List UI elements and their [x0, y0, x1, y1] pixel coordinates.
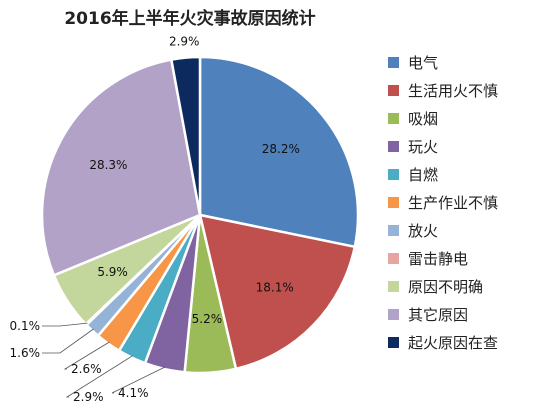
leader-line-3: [111, 366, 166, 394]
legend-item-1: 生活用火不慎: [388, 76, 498, 104]
legend-swatch-6: [388, 224, 399, 236]
legend-label-9: 其它原因: [408, 305, 469, 324]
legend-item-0: 电气: [388, 48, 498, 76]
legend-swatch-2: [388, 112, 399, 124]
slice-label-7: 0.1%: [10, 319, 41, 333]
legend-item-7: 雷击静电: [388, 244, 498, 272]
slice-label-10: 2.9%: [169, 35, 200, 49]
legend-item-9: 其它原因: [388, 300, 498, 328]
slice-label-8: 5.9%: [97, 265, 128, 279]
leader-line-4: [65, 355, 133, 398]
slice-label-2: 5.2%: [192, 312, 223, 326]
legend-label-2: 吸烟: [408, 109, 439, 128]
pie-slice-0: [198, 55, 360, 249]
legend-label-6: 放火: [408, 221, 439, 240]
legend-swatch-9: [388, 308, 399, 320]
legend-item-3: 玩火: [388, 132, 498, 160]
slice-label-1: 18.1%: [256, 281, 294, 295]
legend-swatch-7: [388, 252, 399, 264]
legend-swatch-1: [388, 84, 399, 96]
legend-item-10: 起火原因在查: [388, 328, 498, 356]
legend-swatch-4: [388, 168, 399, 180]
legend-label-1: 生活用火不慎: [408, 81, 499, 100]
slice-label-0: 28.2%: [262, 142, 300, 156]
legend-swatch-0: [388, 56, 399, 68]
legend-label-4: 自燃: [408, 165, 439, 184]
slice-label-6: 1.6%: [10, 346, 41, 360]
legend-item-8: 原因不明确: [388, 272, 498, 300]
leader-line-7: [42, 322, 88, 327]
slice-label-3: 4.1%: [118, 386, 149, 400]
leader-line-6: [42, 328, 94, 354]
legend-label-10: 起火原因在查: [408, 333, 499, 352]
legend-label-0: 电气: [408, 53, 439, 72]
legend-label-7: 雷击静电: [408, 249, 469, 268]
legend-swatch-5: [388, 196, 399, 208]
legend-label-8: 原因不明确: [408, 277, 484, 296]
legend-item-5: 生产作业不慎: [388, 188, 498, 216]
pie-slice-1: [198, 213, 357, 371]
slice-label-9: 28.3%: [89, 158, 127, 172]
chart-legend: 电气生活用火不慎 吸烟玩火自燃生产作业不慎 放火雷击静电原因不明确其它原因起火原因在…: [388, 48, 498, 356]
legend-label-5: 生产作业不慎: [408, 193, 499, 212]
chart-title: 2016年上半年火灾事故原因统计: [64, 9, 316, 29]
legend-item-2: 吸烟: [388, 104, 498, 132]
pie-slice-10: [169, 55, 202, 216]
leader-line-5: [63, 341, 110, 370]
legend-swatch-8: [388, 280, 399, 292]
legend-swatch-3: [388, 140, 399, 152]
slice-label-5: 2.6%: [71, 362, 102, 376]
pie-slice-9: [40, 58, 202, 277]
legend-swatch-10: [388, 336, 399, 348]
legend-label-3: 玩火: [408, 137, 439, 156]
slice-label-4: 2.9%: [73, 390, 104, 404]
legend-item-4: 自燃: [388, 160, 498, 188]
legend-item-6: 放火: [388, 216, 498, 244]
